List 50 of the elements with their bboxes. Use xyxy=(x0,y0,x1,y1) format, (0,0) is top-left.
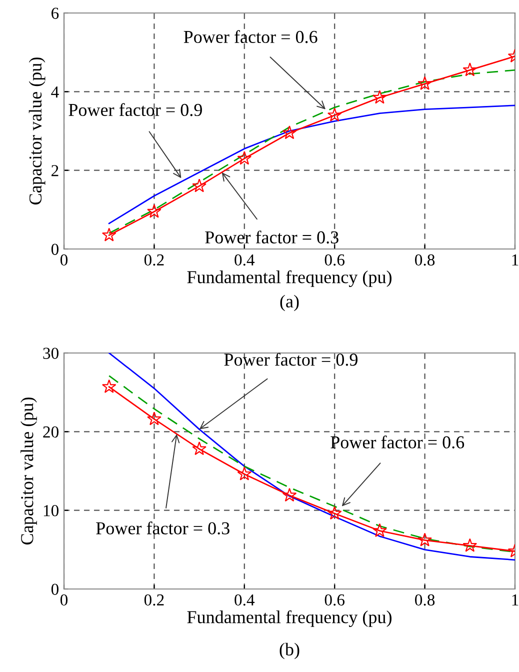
point xyxy=(327,108,342,122)
x-tick-label: 0.4 xyxy=(234,254,255,266)
text: (b) xyxy=(280,642,300,660)
point xyxy=(418,76,432,90)
text: (a) xyxy=(280,294,299,312)
x-tick-label: 0 xyxy=(60,254,68,266)
point xyxy=(147,204,162,218)
point xyxy=(462,538,478,552)
point xyxy=(282,125,297,140)
point xyxy=(102,379,116,393)
point xyxy=(418,532,432,546)
point xyxy=(282,488,297,502)
x-tick-label: 0.8 xyxy=(415,254,435,266)
x-axis-title: Fundamental frequency (pu) xyxy=(187,610,392,627)
y-tick-label: 30 xyxy=(43,348,59,359)
point xyxy=(192,441,206,456)
y-tick-label: 0 xyxy=(51,584,59,595)
y-tick-label: 2 xyxy=(52,165,58,176)
point xyxy=(237,151,252,165)
x-tick-label: 0.8 xyxy=(415,594,435,606)
x-tick-label: 0.2 xyxy=(144,254,164,266)
annotation: Power factor = 0.3 xyxy=(96,521,230,534)
y-tick-label: 20 xyxy=(43,426,59,438)
annotation: Power factor = 0.6 xyxy=(184,30,318,44)
y-tick-label: 0 xyxy=(51,244,59,255)
annotation: Power factor = 0.9 xyxy=(68,103,202,116)
y-axis-title: Capacitor value (pu) xyxy=(20,398,37,544)
y-tick-label: 6 xyxy=(52,8,59,19)
x-tick-label: 1 xyxy=(512,254,518,266)
point xyxy=(147,412,162,426)
x-tick-label: 0.2 xyxy=(144,594,164,606)
x-tick-label: 0.6 xyxy=(324,594,345,606)
annotation: Power factor = 0.6 xyxy=(330,436,464,448)
point xyxy=(372,90,387,104)
x-tick-label: 1 xyxy=(512,594,518,606)
x-tick-label: 0.4 xyxy=(234,594,255,606)
annotation: Power factor = 0.3 xyxy=(205,230,338,244)
point xyxy=(237,466,252,480)
point xyxy=(327,506,342,520)
point xyxy=(192,178,206,192)
x-tick-label: 0.6 xyxy=(324,254,345,266)
x-tick-label: 0 xyxy=(60,594,68,606)
y-tick-label: 4 xyxy=(51,86,59,98)
y-axis-title: Capacitor value (pu) xyxy=(28,58,46,204)
y-tick-label: 10 xyxy=(44,505,59,516)
x-axis-title: Fundamental frequency (pu) xyxy=(187,270,392,287)
point xyxy=(462,62,478,76)
point xyxy=(102,228,116,242)
annotation: Power factor = 0.9 xyxy=(224,352,358,366)
point xyxy=(372,523,387,537)
